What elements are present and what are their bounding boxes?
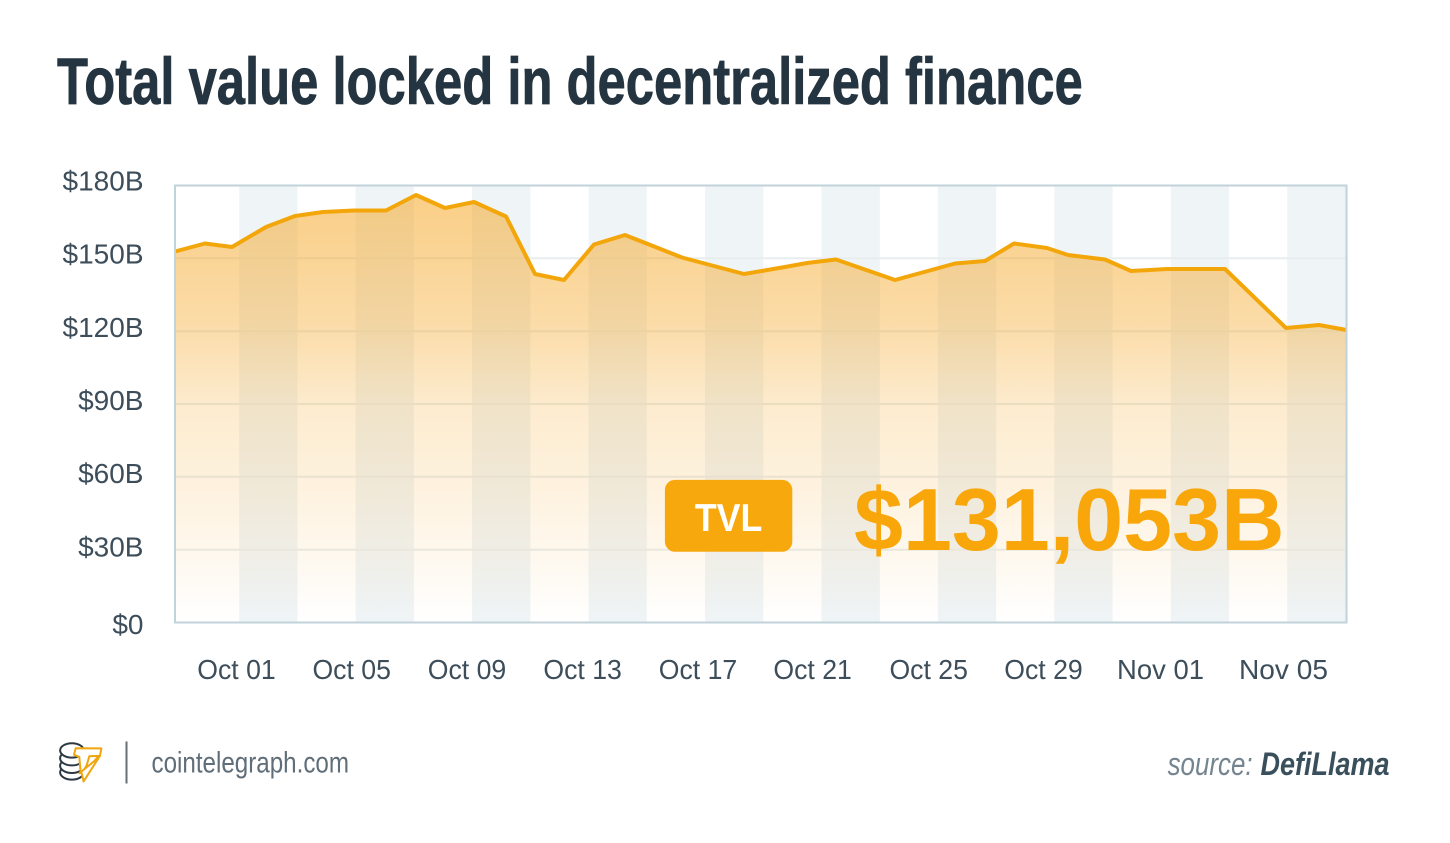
svg-text:source:: source: [1168, 746, 1253, 782]
svg-text:Nov 01: Nov 01 [1117, 654, 1204, 685]
svg-text:$150B: $150B [63, 238, 144, 269]
svg-text:$131,053B: $131,053B [854, 470, 1285, 569]
svg-text:cointelegraph.com: cointelegraph.com [152, 747, 350, 780]
svg-text:Nov 05: Nov 05 [1239, 654, 1328, 685]
svg-text:Oct 01: Oct 01 [197, 654, 276, 685]
svg-text:$0: $0 [112, 609, 143, 640]
svg-text:TVL: TVL [695, 497, 763, 540]
svg-text:Oct 09: Oct 09 [428, 654, 507, 685]
svg-text:Oct 13: Oct 13 [543, 654, 622, 685]
svg-text:Oct 17: Oct 17 [659, 654, 738, 685]
svg-text:Oct 25: Oct 25 [889, 654, 968, 685]
svg-text:$30B: $30B [78, 532, 143, 563]
svg-text:$180B: $180B [63, 165, 144, 196]
svg-text:DefiLlama: DefiLlama [1261, 746, 1390, 782]
svg-text:Oct 05: Oct 05 [312, 654, 391, 685]
svg-text:$120B: $120B [63, 312, 144, 343]
svg-text:$60B: $60B [78, 458, 143, 489]
svg-text:Oct 29: Oct 29 [1004, 654, 1083, 685]
svg-text:$90B: $90B [78, 385, 143, 416]
svg-text:Oct 21: Oct 21 [773, 654, 852, 685]
